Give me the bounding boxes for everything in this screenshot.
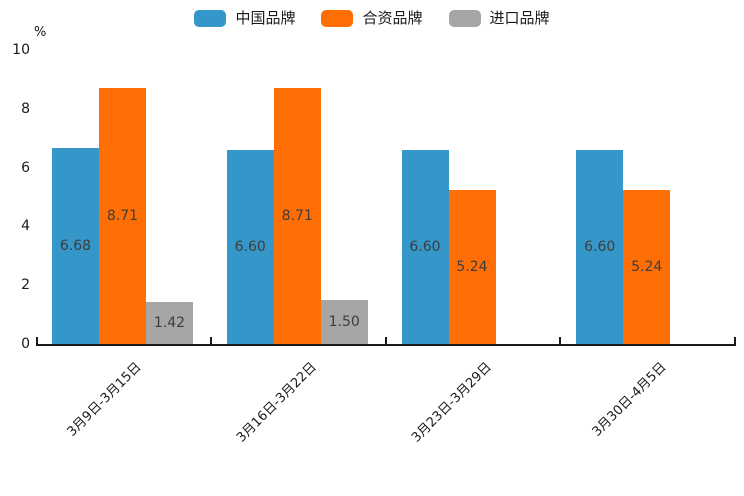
bar-value-label: 8.71 [281, 207, 313, 224]
legend-item-joint-venture-brand[interactable]: 合资品牌 [321, 8, 423, 28]
bar-value-label: 5.24 [456, 258, 488, 275]
x-axis-tick [209, 337, 212, 344]
x-category-label: 3月16日-3月22日 [233, 359, 320, 446]
x-category-label: 3月30日-4月5日 [589, 359, 670, 440]
x-axis-tick [384, 337, 387, 344]
y-tick-label: 2 [21, 277, 30, 294]
x-axis-tick [36, 337, 38, 344]
bar-value-label: 1.42 [153, 315, 186, 332]
legend-swatch-joint-venture-brand [321, 9, 354, 27]
legend-label: 进口品牌 [489, 9, 550, 27]
bar-china-brand: 6.68 [52, 147, 99, 344]
bar-value-label: 5.24 [631, 258, 663, 275]
legend-label: 合资品牌 [362, 9, 423, 27]
bar-china-brand: 6.60 [401, 149, 449, 344]
bar-joint-venture-brand: 5.24 [448, 189, 496, 344]
x-axis-line [36, 344, 736, 346]
legend-swatch-china-brand [194, 9, 227, 27]
legend-item-import-brand[interactable]: 进口品牌 [448, 8, 550, 28]
y-tick-label: 10 [12, 42, 30, 58]
y-tick-label: 0 [21, 336, 30, 352]
bar-value-label: 1.50 [328, 313, 360, 330]
bar-value-label: 8.71 [106, 207, 139, 224]
bar-value-label: 6.60 [584, 238, 616, 255]
x-category-label: 3月9日-3月15日 [64, 359, 145, 440]
y-tick-label: 8 [21, 100, 30, 117]
y-tick-label: 4 [21, 218, 30, 235]
legend-label: 中国品牌 [235, 9, 296, 27]
legend-item-china-brand[interactable]: 中国品牌 [194, 8, 295, 28]
bar-import-brand: 1.50 [320, 299, 368, 344]
bar-joint-venture-brand: 5.24 [623, 189, 671, 344]
bar-china-brand: 6.60 [226, 149, 274, 344]
y-axis-unit-label: % [34, 25, 47, 40]
legend-swatch-import-brand [448, 9, 481, 27]
x-category-label: 3月23日-3月29日 [408, 359, 495, 446]
chart-legend: 中国品牌 合资品牌 进口品牌 [0, 8, 744, 28]
bar-import-brand: 1.42 [146, 302, 193, 344]
x-axis-tick [559, 337, 562, 344]
bar-value-label: 6.60 [409, 238, 441, 255]
y-tick-label: 6 [21, 159, 30, 176]
bar-value-label: 6.68 [59, 237, 92, 254]
plot-area: 6.68 8.71 1.42 6.60 8.71 1.50 6.60 5.24 6.60 5.24 [36, 50, 736, 346]
x-axis-tick [734, 337, 736, 344]
bar-joint-venture-brand: 8.71 [99, 87, 146, 344]
bar-value-label: 6.60 [234, 238, 266, 255]
bar-china-brand: 6.60 [576, 149, 624, 344]
bar-joint-venture-brand: 8.71 [273, 87, 321, 344]
